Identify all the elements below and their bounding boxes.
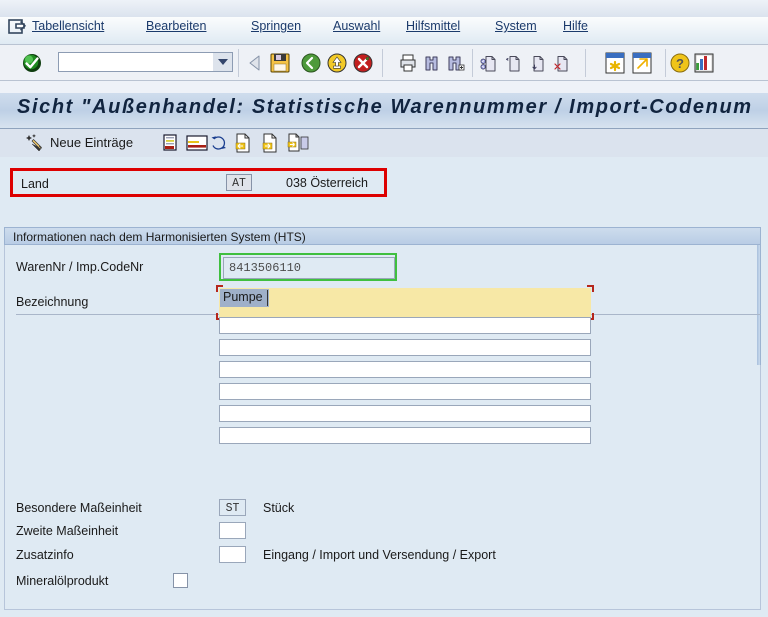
svg-text:?: ? — [676, 56, 684, 71]
